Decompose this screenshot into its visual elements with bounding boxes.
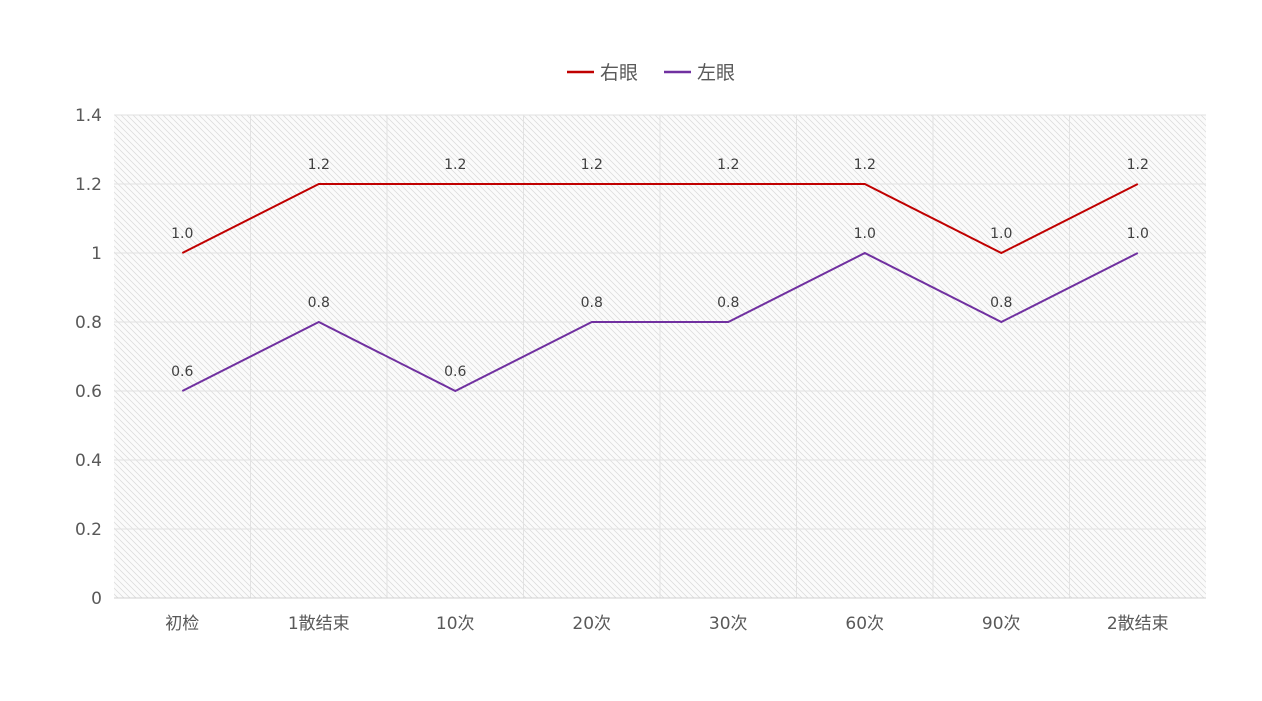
legend-label: 左眼 xyxy=(697,62,735,84)
axes: 0 0.2 0.4 0.6 0.8 1 1.2 1.4 初检 1散结束 10次 20次 30次 60次 90… xyxy=(75,106,1206,634)
x-tick-label: 90次 xyxy=(982,614,1021,634)
data-label: 0.6 xyxy=(444,364,466,380)
y-tick-label: 0.8 xyxy=(75,313,102,333)
y-tick-label: 0.6 xyxy=(75,382,102,402)
legend-item-right-eye[interactable]: 右眼 xyxy=(567,62,638,84)
data-label: 0.8 xyxy=(717,295,739,311)
legend[interactable]: 右眼 左眼 xyxy=(567,62,735,84)
x-tick-label: 20次 xyxy=(572,614,611,634)
data-label: 1.2 xyxy=(444,157,466,173)
y-tick-label: 0.2 xyxy=(75,520,102,540)
series-lines xyxy=(181,183,1139,393)
y-tick-label: 0.4 xyxy=(75,451,102,471)
x-tick-label: 60次 xyxy=(845,614,884,634)
y-tick-label: 0 xyxy=(91,589,102,609)
legend-label: 右眼 xyxy=(600,62,638,84)
data-label: 1.2 xyxy=(581,157,603,173)
x-tick-label: 2散结束 xyxy=(1107,614,1169,634)
data-label: 0.6 xyxy=(171,364,193,380)
y-tick-label: 1 xyxy=(91,244,102,264)
data-label: 1.0 xyxy=(990,226,1012,242)
data-label: 1.2 xyxy=(308,157,330,173)
legend-item-left-eye[interactable]: 左眼 xyxy=(664,62,735,84)
data-labels: 1.0 1.2 1.2 1.2 1.2 1.2 1.0 1.2 0.6 0.8 0.6 0.8 0.8 1… xyxy=(171,157,1149,380)
data-label: 1.0 xyxy=(1127,226,1149,242)
y-tick-label: 1.2 xyxy=(75,175,102,195)
data-label: 0.8 xyxy=(581,295,603,311)
y-tick-label: 1.4 xyxy=(75,106,102,126)
x-tick-label: 初检 xyxy=(165,614,199,634)
data-label: 1.0 xyxy=(171,226,193,242)
x-tick-label: 10次 xyxy=(436,614,475,634)
data-label: 1.2 xyxy=(717,157,739,173)
data-label: 1.2 xyxy=(854,157,876,173)
data-label: 1.2 xyxy=(1127,157,1149,173)
data-label: 0.8 xyxy=(990,295,1012,311)
series-line-right-eye xyxy=(181,183,1139,255)
x-tick-label: 1散结束 xyxy=(288,614,350,634)
data-label: 1.0 xyxy=(854,226,876,242)
x-tick-label: 30次 xyxy=(709,614,748,634)
series-line-left-eye xyxy=(181,251,1139,393)
data-label: 0.8 xyxy=(308,295,330,311)
